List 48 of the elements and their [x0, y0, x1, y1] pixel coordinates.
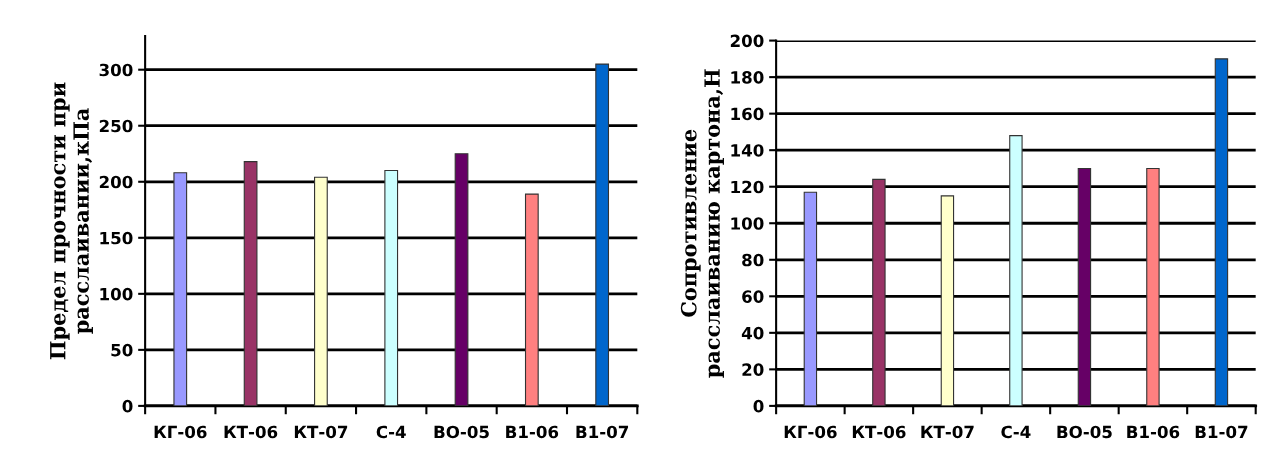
y-tick-label: 0: [122, 399, 133, 413]
x-tick-label: С-4: [1001, 425, 1031, 439]
y-tick-label: 80: [742, 253, 764, 267]
bar: [803, 191, 818, 406]
y-tick-label: 20: [742, 363, 764, 376]
y-tick-label: 140: [731, 144, 764, 157]
y-tick-label: 180: [731, 71, 764, 84]
y-tick-label: 150: [100, 231, 133, 245]
x-tick-label: КТ-07: [921, 425, 974, 439]
bar: [940, 195, 955, 406]
y-tick-label: 120: [731, 180, 764, 194]
x-tick-label: КТ-06: [224, 425, 278, 439]
y-tick-label: 200: [730, 34, 764, 48]
bar: [595, 63, 610, 406]
x-tick-label: С-4: [376, 425, 406, 439]
y-tick-label: 50: [111, 343, 133, 357]
x-tick-label: В1-06: [506, 425, 559, 439]
x-tick-label: КТ-06: [852, 425, 906, 439]
y-tick-label: 250: [99, 119, 133, 133]
bar: [1009, 135, 1023, 406]
y-tick-label: 100: [731, 217, 764, 230]
y-tick-label: 60: [742, 290, 764, 303]
y-tick-label: 40: [741, 326, 764, 340]
bar: [872, 178, 886, 406]
bar: [314, 176, 328, 406]
bar: [1146, 167, 1160, 406]
bar: [454, 153, 469, 406]
y-tick-label: 100: [100, 287, 133, 301]
x-tick-label: КТ-07: [294, 425, 348, 439]
x-tick-label: ВО-05: [1057, 425, 1112, 439]
bar: [384, 170, 399, 406]
x-tick-label: ВО-05: [434, 425, 489, 439]
y-tick-label: 160: [731, 107, 764, 121]
y-axis-title: Предел прочности при расслаивании,кПа: [50, 82, 93, 360]
x-tick-label: КГ-06: [154, 425, 207, 439]
bar: [243, 161, 258, 406]
x-tick-label: КГ-06: [784, 425, 837, 439]
bar: [524, 193, 539, 406]
y-tick-label: 300: [99, 63, 133, 77]
x-tick-label: В1-07: [1195, 425, 1248, 439]
bar: [173, 172, 188, 406]
x-tick-label: В1-07: [576, 425, 629, 439]
y-tick-label: 0: [753, 399, 764, 413]
bar: [1077, 167, 1092, 406]
y-axis-title: Сопротивление расслаиванию картона,Н: [680, 69, 724, 378]
x-tick-label: В1-06: [1127, 425, 1180, 439]
bar: [1214, 58, 1229, 406]
y-tick-label: 200: [99, 175, 133, 189]
